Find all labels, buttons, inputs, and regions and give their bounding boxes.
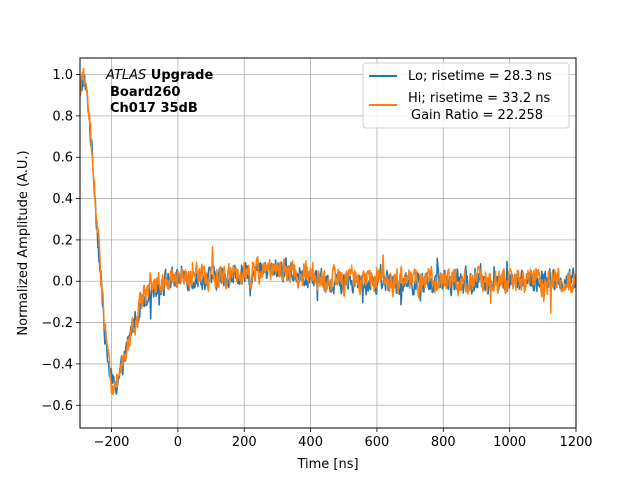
x-tick-label: 1200 [559, 435, 592, 450]
annotation-upgrade: Upgrade [146, 68, 213, 83]
series-line-hi [80, 67, 576, 396]
x-tick-label: 1000 [493, 435, 526, 450]
x-tick-label: 0 [174, 435, 182, 450]
annotation-line-1: ATLAS Upgrade [105, 68, 213, 83]
legend-label-hi: Hi; risetime = 33.2 ns [408, 91, 550, 106]
y-tick-label: 0.6 [52, 151, 73, 166]
x-tick-label: 800 [431, 435, 456, 450]
legend-label-lo: Lo; risetime = 28.3 ns [408, 69, 552, 84]
y-tick-label: 1.0 [52, 68, 73, 83]
y-tick-label: 0.8 [52, 109, 73, 124]
y-tick-label: −0.6 [41, 399, 73, 414]
x-tick-label: 200 [232, 435, 257, 450]
annotation-line-2: Board260 [110, 85, 180, 100]
y-axis-label: Normalized Amplitude (A.U.) [16, 150, 31, 335]
y-tick-label: −0.2 [41, 316, 73, 331]
x-axis-label: Time [ns] [296, 457, 358, 472]
plot-frame [79, 57, 577, 429]
x-tick-label: 600 [365, 435, 390, 450]
y-tick-label: −0.4 [41, 357, 73, 372]
legend-box [362, 62, 570, 129]
annotation-atlas: ATLAS [105, 68, 146, 83]
y-tick-label: 0.0 [52, 275, 73, 290]
legend-gain-ratio: Gain Ratio = 22.258 [411, 108, 543, 123]
series-layer [80, 67, 576, 396]
atlas-annotation: ATLAS Upgrade Board260 Ch017 35dB [105, 68, 213, 116]
y-tick-label: 0.2 [52, 233, 73, 248]
annotation-line-3: Ch017 35dB [110, 101, 198, 116]
legend: Lo; risetime = 28.3 ns Hi; risetime = 33… [362, 62, 570, 129]
y-tick-label: 0.4 [52, 192, 73, 207]
x-tick-label: −200 [94, 435, 130, 450]
ticks: −200 0 200 400 600 800 1000 1200 −0.6 −0.4 −0.2 0.0… [41, 68, 592, 450]
x-tick-label: 400 [298, 435, 323, 450]
